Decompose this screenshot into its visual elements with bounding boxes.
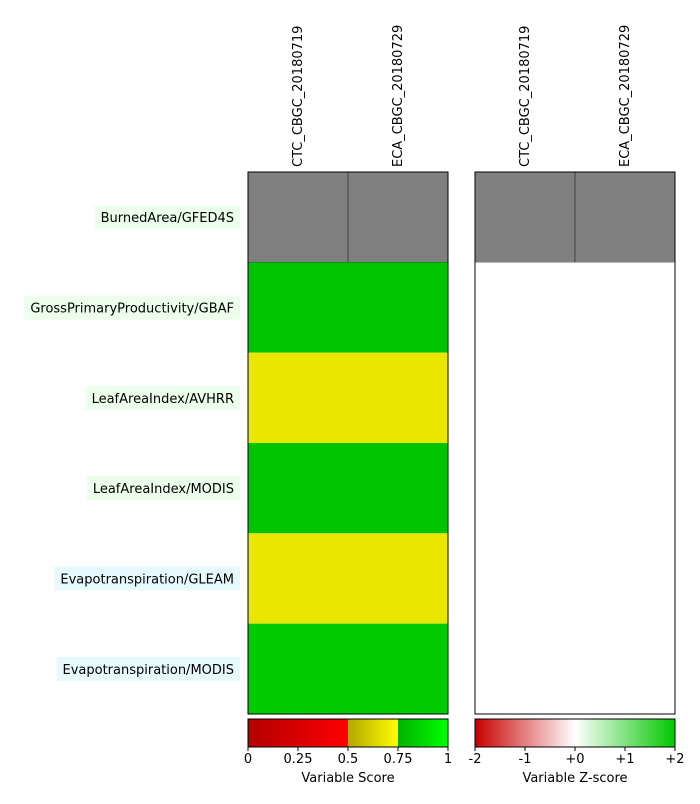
heatmap-cell bbox=[475, 623, 675, 714]
colorbar-tick-label: 1 bbox=[444, 752, 452, 767]
colorbar-tick-label: +2 bbox=[665, 752, 684, 767]
row-label: BurnedArea/GFED4S bbox=[101, 211, 234, 226]
column-label: CTC_CBGC_20180719 bbox=[291, 26, 306, 167]
row-label-background bbox=[24, 295, 240, 320]
heatmap-cell bbox=[248, 443, 448, 534]
colorbar-band bbox=[398, 719, 448, 747]
heatmap-cell bbox=[475, 443, 675, 534]
colorbar-band bbox=[475, 719, 675, 747]
colorbar-label: Variable Z-score bbox=[522, 771, 627, 786]
heatmap-cell bbox=[475, 533, 675, 624]
colorbar-1: 0 0.25 0.5 0.75 1 Variable Score bbox=[244, 718, 452, 786]
row-label: Evapotranspiration/GLEAM bbox=[60, 573, 234, 588]
row-label: GrossPrimaryProductivity/GBAF bbox=[30, 302, 234, 317]
colorbar-tick-label: 0.75 bbox=[384, 752, 413, 767]
colorbar-tick-label: 0.5 bbox=[338, 752, 359, 767]
heatmap-cell bbox=[248, 623, 448, 714]
column-label: ECA_CBGC_20180729 bbox=[391, 25, 406, 167]
panel-frame bbox=[474, 171, 676, 715]
heatmap-cell bbox=[248, 352, 448, 443]
heatmap-panel-1: CTC_CBGC_20180719 ECA_CBGC_20180729 Burned… bbox=[24, 25, 449, 715]
heatmap-cell bbox=[475, 262, 675, 353]
heatmap-cell bbox=[475, 352, 675, 443]
heatmap-cell bbox=[248, 262, 448, 353]
row-label: LeafAreaIndex/MODIS bbox=[93, 482, 234, 497]
row-label-background bbox=[54, 566, 240, 591]
colorbar-band bbox=[348, 719, 398, 747]
column-label: ECA_CBGC_20180729 bbox=[618, 25, 633, 167]
row-label-background bbox=[94, 205, 240, 230]
column-label: CTC_CBGC_20180719 bbox=[518, 26, 533, 167]
colorbar-tick-label: 0.25 bbox=[284, 752, 313, 767]
row-label: LeafAreaIndex/AVHRR bbox=[92, 392, 234, 407]
heatmap-cell bbox=[474, 171, 576, 263]
colorbar-tick-label: 0 bbox=[244, 752, 252, 767]
colorbar-tick-label: +1 bbox=[615, 752, 634, 767]
heatmap-cell bbox=[247, 171, 349, 263]
colorbar-tick-label: -1 bbox=[519, 752, 532, 767]
row-label-background bbox=[86, 476, 240, 501]
colorbar-band bbox=[248, 719, 348, 747]
heatmap-panel-2: CTC_CBGC_20180719 ECA_CBGC_20180729 bbox=[474, 25, 676, 715]
colorbar-tick-label: -2 bbox=[469, 752, 482, 767]
colorbar-tick-label: +0 bbox=[565, 752, 584, 767]
heatmap-cell bbox=[248, 533, 448, 624]
colorbar-2: -2 -1 +0 +1 +2 Variable Z-score bbox=[469, 718, 685, 786]
heatmap-cell bbox=[347, 171, 449, 263]
colorbar-label: Variable Score bbox=[301, 771, 394, 786]
row-label-background bbox=[56, 656, 240, 681]
row-label-background bbox=[85, 385, 240, 410]
panel-frame bbox=[247, 171, 449, 715]
row-label: Evapotranspiration/MODIS bbox=[62, 663, 234, 678]
heatmap-cell bbox=[574, 171, 676, 263]
